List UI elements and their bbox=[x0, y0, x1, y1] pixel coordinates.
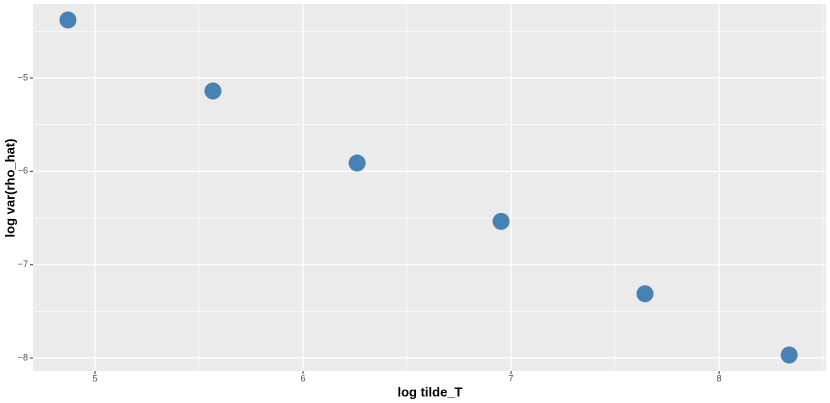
point bbox=[492, 212, 510, 230]
y-axis-title: log var(rho_hat) bbox=[2, 139, 17, 238]
y-tick-label: −5 bbox=[18, 72, 28, 82]
y-tick-label: −8 bbox=[18, 352, 28, 362]
x-tick-label: 5 bbox=[92, 373, 97, 383]
x-tick-label: 6 bbox=[301, 373, 306, 383]
point bbox=[636, 285, 654, 303]
point bbox=[59, 11, 77, 29]
grid bbox=[33, 4, 826, 371]
x-axis-title: log tilde_T bbox=[398, 384, 463, 399]
y-tick-label: −7 bbox=[18, 259, 28, 269]
point bbox=[204, 82, 222, 100]
point bbox=[348, 154, 366, 172]
y-tick-label: −6 bbox=[18, 166, 28, 176]
x-tick-label: 7 bbox=[509, 373, 514, 383]
panel bbox=[33, 4, 826, 371]
point bbox=[780, 346, 798, 364]
x-tick-label: 8 bbox=[717, 373, 722, 383]
